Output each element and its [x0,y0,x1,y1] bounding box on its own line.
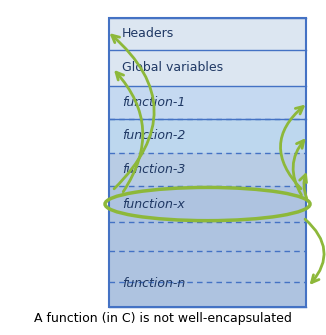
Text: A function (in C) is not well-encapsulated: A function (in C) is not well-encapsulat… [34,312,292,325]
Text: function-n: function-n [122,277,185,290]
Text: function-x: function-x [122,198,185,210]
Text: function-1: function-1 [122,96,185,109]
Bar [109,222,306,261]
Text: Global variables: Global variables [122,61,223,74]
Bar [109,18,306,50]
Bar [109,261,306,307]
Bar [109,86,306,119]
Bar [109,18,306,307]
Bar [109,152,306,186]
Text: function-3: function-3 [122,163,185,176]
Bar [109,186,306,222]
Text: Headers: Headers [122,27,174,40]
Bar [109,50,306,86]
Text: function-2: function-2 [122,129,185,142]
Bar [109,119,306,152]
